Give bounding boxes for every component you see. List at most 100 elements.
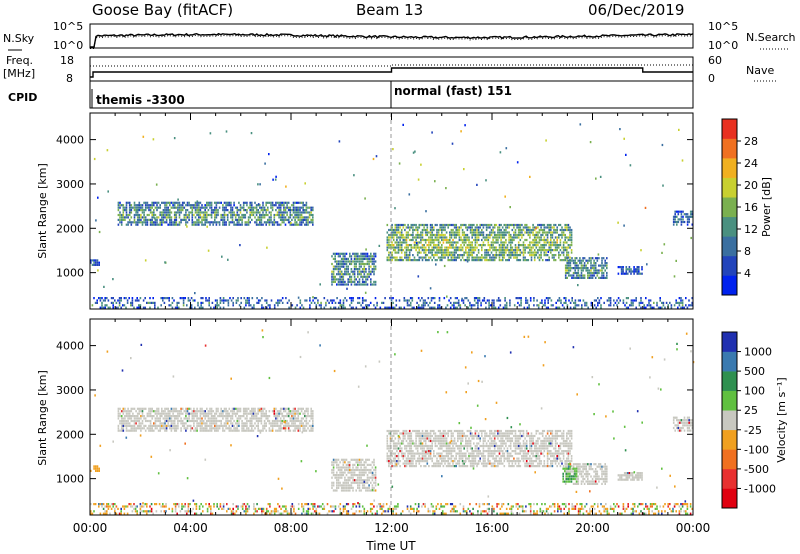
range-cell — [453, 223, 456, 227]
range-cell — [368, 255, 370, 258]
range-cell — [222, 301, 225, 304]
range-cell — [445, 306, 447, 309]
range-cell — [409, 304, 412, 307]
range-cell — [453, 249, 456, 252]
range-cell — [332, 268, 335, 271]
range-cell — [373, 476, 375, 479]
range-cell — [396, 241, 398, 244]
range-cell — [415, 223, 417, 227]
range-cell — [596, 269, 599, 272]
range-cell — [183, 417, 186, 420]
noise-search-series — [90, 34, 694, 49]
range-cell — [516, 254, 518, 257]
range-cell — [120, 415, 123, 418]
range-cell — [681, 306, 684, 309]
range-cell — [268, 221, 271, 224]
range-cell — [391, 246, 393, 249]
range-cell — [574, 271, 576, 275]
range-cell — [340, 489, 343, 492]
range-cell — [633, 266, 635, 269]
range-cell — [355, 260, 357, 263]
range-cell — [423, 434, 425, 438]
range-cell — [394, 437, 397, 440]
range-cell — [415, 238, 417, 242]
range-cell — [228, 412, 231, 415]
range-cell — [606, 299, 609, 302]
range-cell — [337, 301, 340, 304]
range-cell — [337, 468, 340, 472]
range-cell — [138, 221, 141, 224]
range-cell — [566, 271, 568, 275]
range-cell — [471, 259, 473, 262]
range-cell — [399, 444, 401, 448]
range-cell — [371, 476, 374, 479]
range-cell — [141, 412, 144, 415]
range-cell — [276, 223, 279, 226]
range-cell — [571, 297, 573, 300]
range-cell — [487, 238, 490, 242]
range-cell — [172, 422, 174, 425]
range-cell — [130, 407, 133, 410]
range-cell — [424, 429, 427, 433]
range-cell — [254, 410, 256, 413]
range-cell — [630, 268, 632, 271]
range-cell — [307, 216, 309, 219]
range-cell — [546, 249, 549, 252]
range-cell — [524, 226, 526, 229]
range-cell — [500, 251, 502, 254]
range-cell — [251, 204, 253, 207]
range-cell — [157, 306, 159, 309]
range-cell — [244, 201, 247, 204]
range-cell — [128, 201, 131, 204]
range-cell — [363, 479, 366, 482]
range-cell — [360, 273, 362, 276]
range-cell — [194, 221, 197, 224]
range-cell — [242, 201, 245, 204]
range-cell — [189, 211, 192, 214]
range-cell — [366, 458, 369, 461]
range-cell — [601, 269, 603, 272]
range-cell — [418, 259, 421, 262]
range-cell — [449, 223, 451, 227]
range-cell — [119, 407, 121, 410]
range-cell — [412, 439, 414, 443]
range-cell — [276, 419, 279, 423]
range-cell — [172, 419, 174, 423]
range-cell — [350, 468, 353, 472]
range-cell — [165, 415, 168, 418]
range-cell — [201, 407, 203, 410]
range-cell — [469, 244, 472, 247]
range-cell — [555, 301, 557, 304]
range-cell — [569, 244, 571, 247]
range-cell — [663, 243, 666, 246]
range-cell — [281, 218, 284, 221]
range-cell — [370, 481, 372, 484]
range-cell — [503, 246, 506, 249]
range-cell — [263, 422, 266, 425]
range-cell — [117, 206, 120, 209]
range-cell — [423, 452, 425, 455]
range-cell — [426, 444, 429, 448]
range-cell — [125, 211, 128, 214]
range-cell — [564, 241, 566, 244]
range-cell — [397, 452, 400, 455]
range-cell — [193, 419, 195, 423]
range-cell — [396, 432, 398, 435]
range-cell — [347, 280, 349, 283]
range-cell — [541, 228, 544, 232]
range-cell — [161, 412, 163, 415]
range-cell — [207, 419, 210, 423]
range-cell — [355, 489, 357, 492]
range-cell — [421, 228, 424, 232]
range-cell — [608, 299, 610, 302]
range-cell — [259, 206, 261, 209]
range-cell — [413, 429, 416, 433]
range-cell — [513, 231, 515, 234]
range-cell — [173, 424, 176, 427]
range-cell — [165, 427, 168, 430]
range-cell — [202, 297, 204, 300]
range-cell — [575, 271, 578, 275]
range-cell — [127, 415, 129, 418]
range-cell — [634, 270, 637, 273]
range-cell — [408, 244, 411, 247]
